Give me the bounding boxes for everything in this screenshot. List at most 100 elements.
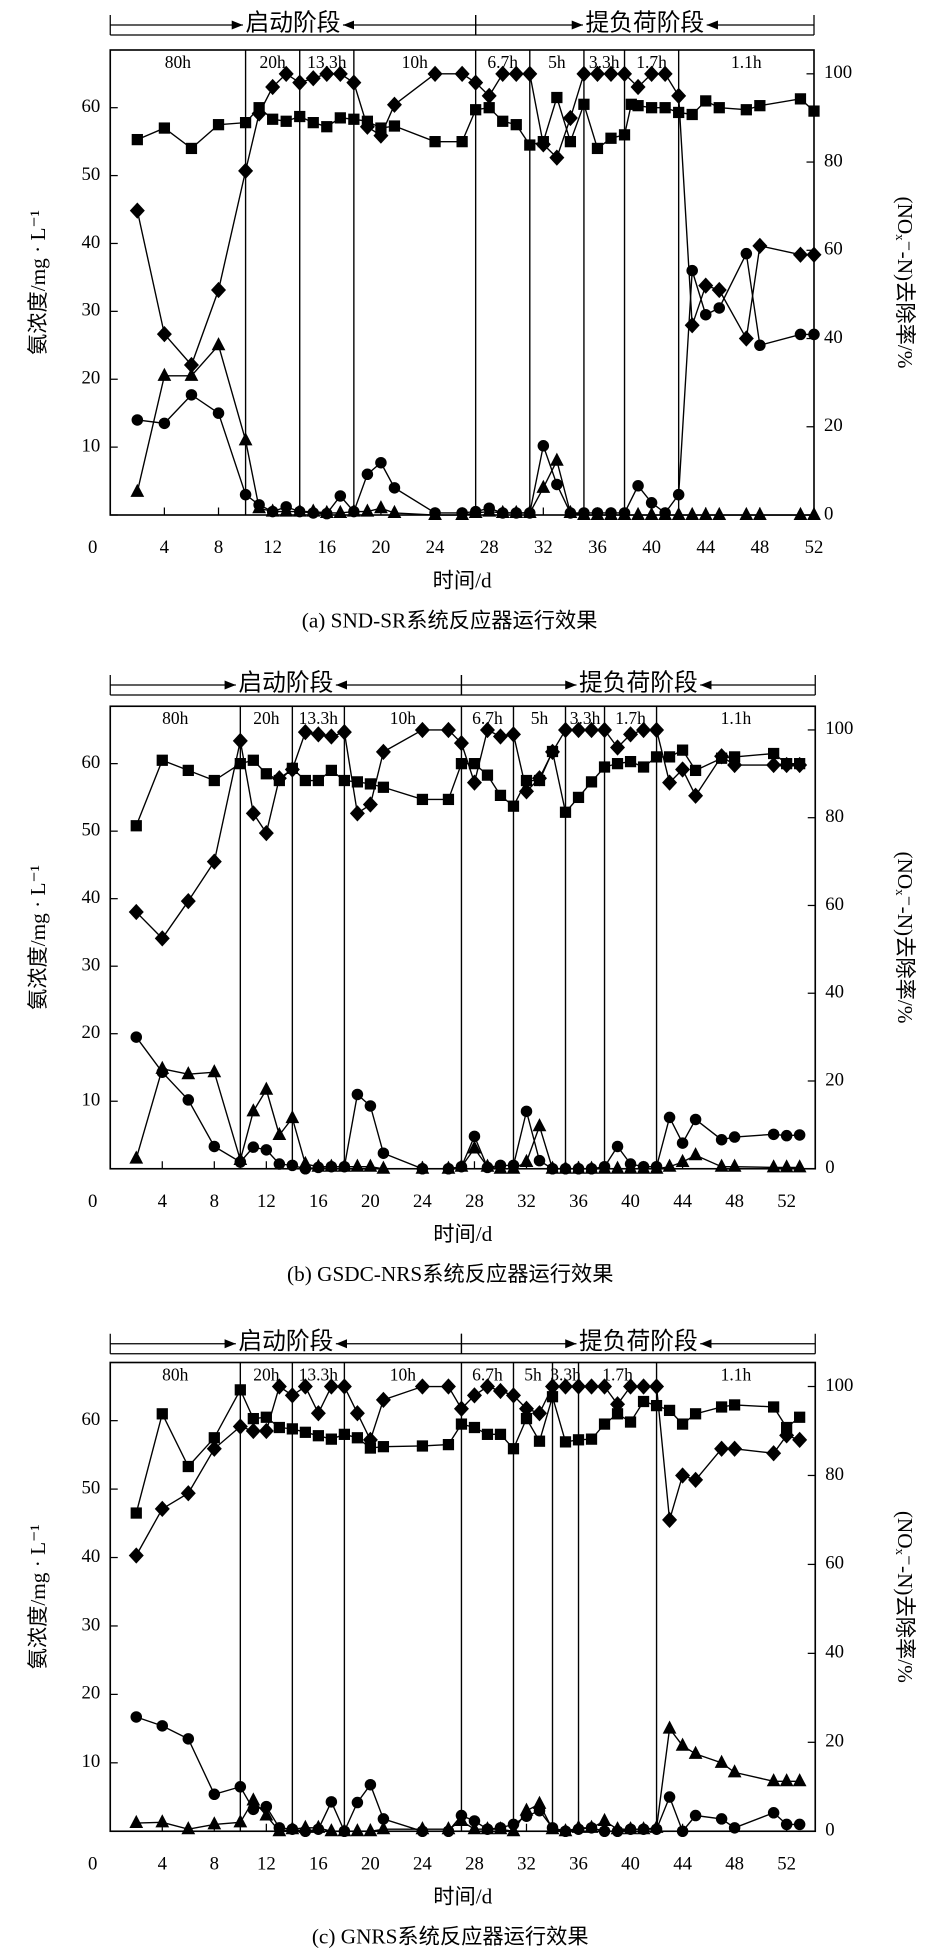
triangle-marker (350, 1823, 365, 1837)
circle-marker (334, 490, 347, 502)
triangle-marker (415, 1821, 430, 1835)
circle-marker (130, 1711, 143, 1723)
circle-marker (793, 1129, 806, 1141)
square-marker (338, 1428, 351, 1440)
circle-marker (468, 1815, 481, 1827)
diamond-marker (584, 1378, 600, 1395)
hrt-label: 13.3h (299, 708, 339, 728)
diamond-marker (571, 1378, 587, 1395)
y2-tick-label: 100 (825, 718, 853, 739)
triangle-marker (604, 506, 618, 520)
diamond-marker (571, 721, 587, 739)
circle-marker (182, 1733, 195, 1745)
square-marker (754, 100, 766, 112)
square-marker (611, 1408, 624, 1420)
circle-marker (676, 1825, 689, 1837)
triangle-marker (752, 506, 767, 520)
x-tick-label: 48 (725, 1191, 744, 1212)
y-tick-label: 30 (81, 300, 100, 321)
hrt-label: 5h (524, 1364, 542, 1384)
square-marker (131, 133, 143, 146)
diamond-marker (284, 1387, 300, 1404)
square-marker (286, 1423, 298, 1435)
square-marker (348, 113, 360, 125)
triangle-marker (545, 1160, 560, 1174)
diamond-marker (508, 65, 524, 82)
square-marker (689, 1408, 702, 1420)
triangle-marker (549, 452, 564, 466)
diamond-marker (129, 202, 145, 219)
square-marker (442, 1438, 455, 1451)
circle-marker (689, 1809, 702, 1822)
square-marker (456, 136, 468, 148)
square-marker (455, 1418, 468, 1430)
y2-tick-label: 0 (825, 1820, 834, 1841)
square-marker (507, 800, 520, 812)
square-marker (182, 1460, 194, 1473)
square-marker (676, 1418, 689, 1430)
square-marker (572, 791, 585, 804)
square-marker (637, 1395, 650, 1408)
triangle-marker (155, 1814, 170, 1828)
diamond-marker (610, 739, 626, 756)
circle-marker (794, 328, 807, 341)
diamond-marker (375, 743, 391, 761)
y2-tick-label: 20 (825, 1731, 844, 1752)
triangle-marker (532, 1118, 547, 1132)
triangle-marker (233, 1151, 248, 1165)
diamond-marker (332, 65, 348, 82)
x-tick-label: 48 (725, 1853, 744, 1874)
diamond-marker (359, 118, 375, 135)
circle-marker (793, 1818, 806, 1831)
triangle-marker (346, 503, 361, 517)
x-tick-label: 44 (696, 537, 715, 558)
diamond-marker (792, 756, 808, 774)
caption: (b) GSDC-NRS系统反应器运行效果 (287, 1262, 613, 1286)
square-marker (273, 1421, 285, 1434)
x-tick-label: 24 (413, 1191, 432, 1212)
circle-marker (533, 1154, 546, 1167)
circle-marker (715, 1133, 728, 1146)
hrt-label: 20h (253, 708, 280, 728)
square-marker (299, 774, 311, 787)
x-tick-label: 0 (88, 537, 97, 558)
circle-marker (182, 1094, 195, 1106)
x-tick-label: 20 (361, 1191, 380, 1212)
x-tick-label: 32 (517, 1853, 536, 1874)
square-marker (598, 761, 611, 773)
hrt-label: 10h (390, 1364, 417, 1384)
x-tick-label: 8 (210, 1191, 219, 1212)
diamond-marker (495, 65, 511, 82)
diamond-marker (792, 1431, 808, 1449)
diamond-marker (711, 281, 727, 299)
hrt-label: 3.3h (570, 708, 601, 728)
triangle-marker (685, 506, 700, 520)
diamond-marker (714, 1440, 730, 1457)
y2-tick-label: 20 (825, 1069, 844, 1090)
diamond-marker (518, 1400, 534, 1417)
square-marker (208, 1432, 220, 1444)
square-marker (768, 1401, 780, 1413)
diamond-marker (310, 1405, 326, 1422)
x-tick-label: 52 (777, 1853, 796, 1874)
triangle-marker (493, 1821, 508, 1835)
triangle-marker (480, 1158, 495, 1172)
square-marker (156, 1408, 168, 1420)
square-marker (768, 747, 780, 760)
triangle-marker (792, 1773, 807, 1787)
diamond-marker (766, 1445, 782, 1462)
x-tick-label: 4 (158, 1853, 168, 1874)
diamond-marker (336, 724, 352, 741)
square-marker (442, 793, 455, 806)
diamond-marker (349, 1405, 365, 1422)
triangle-marker (571, 1160, 586, 1174)
x-tick-label: 4 (160, 537, 170, 558)
circle-marker (364, 1778, 377, 1791)
triangle-marker (311, 1819, 326, 1833)
square-marker (247, 754, 259, 766)
square-marker (673, 106, 685, 119)
triangle-marker (649, 1819, 664, 1833)
triangle-marker (506, 1823, 521, 1837)
square-marker (416, 793, 429, 806)
diamond-marker (154, 930, 170, 947)
